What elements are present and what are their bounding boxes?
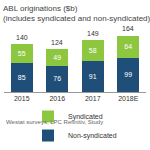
svg-text:91: 91 [89, 73, 97, 80]
svg-text:2016: 2016 [49, 95, 65, 102]
svg-text:85: 85 [18, 74, 26, 81]
svg-text:99: 99 [124, 71, 132, 78]
svg-text:49: 49 [53, 54, 61, 61]
svg-text:149: 149 [87, 30, 99, 37]
svg-text:55: 55 [18, 50, 26, 57]
svg-text:Westat surveys, LPC Refinitiv,: Westat surveys, LPC Refinitiv, Study [6, 119, 103, 125]
svg-text:124: 124 [51, 39, 63, 46]
svg-text:76: 76 [53, 75, 61, 82]
svg-text:2018E: 2018E [118, 95, 139, 102]
svg-text:64: 64 [124, 43, 132, 50]
svg-text:58: 58 [89, 47, 97, 54]
svg-text:Non-syndicated: Non-syndicated [68, 132, 117, 140]
svg-text:Syndicated: Syndicated [68, 113, 103, 121]
svg-text:140: 140 [16, 34, 28, 41]
svg-text:2017: 2017 [85, 95, 101, 102]
svg-text:2015: 2015 [14, 95, 30, 102]
svg-text:164: 164 [122, 25, 134, 32]
svg-text:ABL originations ($b)(includes: ABL originations ($b)(includes syndicate… [3, 4, 150, 23]
